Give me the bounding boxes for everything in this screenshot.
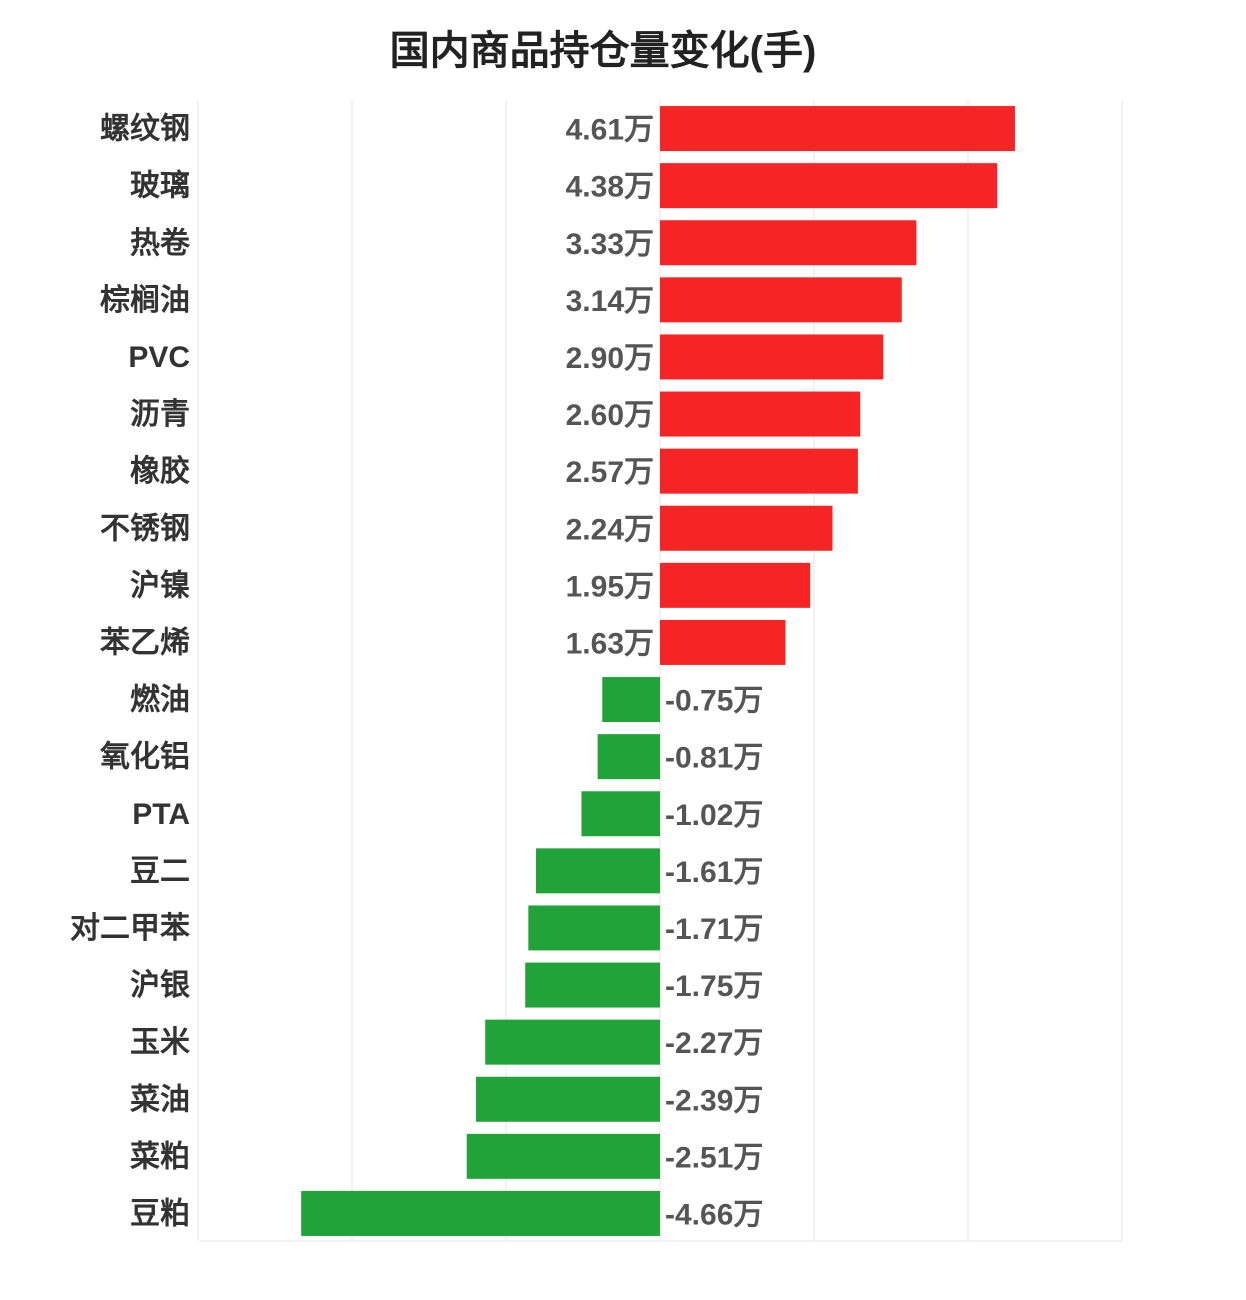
category-label: PTA [132, 798, 190, 831]
bar [660, 277, 902, 323]
data-label: 3.14万 [566, 285, 654, 318]
data-label: 2.24万 [566, 513, 654, 546]
data-label: -2.27万 [665, 1027, 763, 1060]
bar [660, 106, 1015, 152]
bar [602, 677, 660, 723]
bar [660, 448, 858, 494]
bar [660, 220, 917, 266]
category-label: 苯乙烯 [100, 626, 190, 659]
category-label: 氧化铝 [100, 741, 190, 774]
data-label: 1.95万 [566, 570, 654, 603]
data-label: -4.66万 [665, 1198, 763, 1231]
category-label: 沪镍 [130, 569, 190, 602]
category-label: 菜粕 [130, 1140, 190, 1173]
bar [475, 1076, 660, 1122]
bar [660, 505, 833, 551]
category-label: 沪银 [130, 969, 190, 1002]
category-label: 豆二 [130, 855, 190, 888]
category-label: 橡胶 [130, 454, 190, 488]
category-label: 热卷 [130, 227, 191, 260]
bar [660, 334, 884, 380]
bar [525, 962, 660, 1008]
bar [660, 391, 861, 437]
category-label: 螺纹钢 [100, 113, 190, 146]
data-label: 4.38万 [566, 171, 654, 204]
bar [660, 562, 811, 608]
category-label: PVC [128, 341, 190, 374]
data-label: 4.61万 [566, 114, 654, 147]
bar [301, 1190, 660, 1236]
bar [660, 163, 998, 209]
data-label: -2.51万 [665, 1141, 763, 1174]
category-label: 玻璃 [130, 169, 190, 203]
bar [466, 1133, 660, 1179]
category-label: 对二甲苯 [70, 912, 190, 945]
category-label: 菜油 [130, 1083, 190, 1116]
data-label: 2.90万 [566, 342, 654, 375]
data-label: 2.57万 [566, 456, 654, 489]
data-label: 1.63万 [566, 627, 654, 660]
category-label: 不锈钢 [100, 512, 190, 545]
data-label: -1.75万 [665, 970, 763, 1003]
category-label: 燃油 [130, 684, 190, 717]
data-label: -1.61万 [665, 856, 763, 889]
bar [485, 1019, 660, 1065]
data-label: -0.75万 [665, 685, 763, 718]
chart-title: 国内商品持仓量变化(手) [389, 29, 817, 73]
category-label: 沥青 [130, 398, 190, 431]
bar [528, 905, 660, 951]
bar [581, 791, 660, 837]
data-label: -2.39万 [665, 1084, 763, 1117]
data-label: -1.02万 [665, 799, 763, 832]
data-label: 3.33万 [566, 228, 654, 261]
category-label: 玉米 [130, 1026, 190, 1059]
category-label: 豆粕 [130, 1197, 190, 1230]
bar [597, 734, 660, 780]
bar [660, 619, 786, 665]
data-label: -0.81万 [665, 742, 763, 775]
data-label: -1.71万 [665, 913, 763, 946]
category-label: 棕榈油 [100, 284, 190, 317]
bar [536, 848, 660, 894]
data-label: 2.60万 [566, 399, 654, 432]
